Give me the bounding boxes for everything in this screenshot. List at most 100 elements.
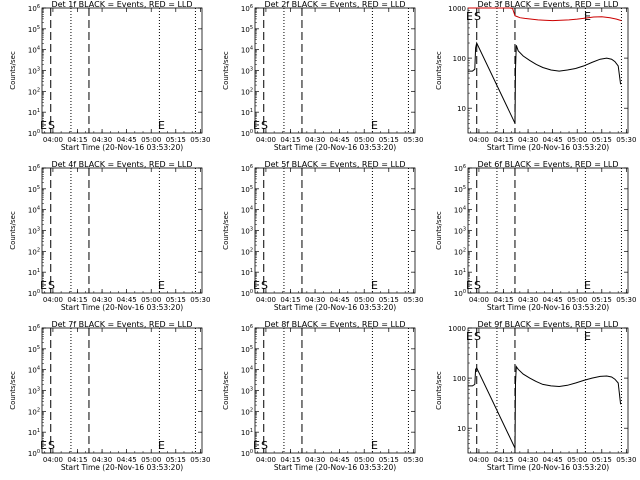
y-tick-label: 104 xyxy=(241,206,253,215)
x-tick-label: 05:30 xyxy=(190,456,210,464)
y-tick-label: 100 xyxy=(454,289,466,298)
y-tick-label: 105 xyxy=(28,345,40,354)
x-tick-label: 04:30 xyxy=(305,136,325,144)
y-tick-label: 102 xyxy=(241,407,253,416)
y-tick-label: 100 xyxy=(453,55,466,63)
x-tick-label: 05:15 xyxy=(379,456,399,464)
x-tick-label: 04:00 xyxy=(469,136,489,144)
x-tick-label: 04:30 xyxy=(305,456,325,464)
x-tick-label: 04:00 xyxy=(43,456,63,464)
start-marker-s: S xyxy=(261,439,268,452)
start-marker-s: S xyxy=(261,279,268,292)
plot-frame xyxy=(254,167,416,294)
x-tick-label: 05:15 xyxy=(379,136,399,144)
x-tick-label: 05:30 xyxy=(616,296,636,304)
y-tick-label: 106 xyxy=(28,164,40,173)
y-tick-label: 103 xyxy=(241,227,253,236)
x-tick-label: 04:15 xyxy=(67,296,87,304)
x-tick-label: 05:00 xyxy=(141,296,161,304)
chart-title: Det 3f BLACK = Events, RED = LLD xyxy=(477,0,618,9)
x-tick-label: 05:00 xyxy=(141,456,161,464)
plot-frame xyxy=(254,327,416,454)
y-axis-label: Counts/sec xyxy=(9,211,17,250)
start-marker-s: S xyxy=(474,330,481,343)
chart-panel-4: Det 4f BLACK = Events, RED = LLD 04:00 04:… xyxy=(9,160,210,312)
y-tick-label: 102 xyxy=(241,247,253,256)
y-tick-label: 10 xyxy=(457,105,466,113)
y-tick-label: 101 xyxy=(241,268,253,277)
start-marker-e: E xyxy=(466,279,473,292)
y-axis-label: Counts/sec xyxy=(435,371,443,410)
x-tick-label: 04:00 xyxy=(43,296,63,304)
chart-title: Det 7f BLACK = Events, RED = LLD xyxy=(51,320,192,329)
x-tick-label: 05:15 xyxy=(592,296,612,304)
x-tick-label: 04:30 xyxy=(518,136,538,144)
y-tick-label: 104 xyxy=(241,366,253,375)
x-tick-label: 04:45 xyxy=(330,136,350,144)
end-marker-e: E xyxy=(158,279,165,292)
x-tick-label: 05:00 xyxy=(354,296,374,304)
x-tick-label: 04:30 xyxy=(92,456,112,464)
y-tick-label: 104 xyxy=(28,46,40,55)
y-tick-label: 102 xyxy=(28,247,40,256)
plot-frame xyxy=(41,7,203,134)
plot-frame xyxy=(41,327,203,454)
start-marker-e: E xyxy=(253,279,260,292)
start-marker-e: E xyxy=(253,439,260,452)
y-tick-label: 106 xyxy=(454,164,466,173)
chart-title: Det 1f BLACK = Events, RED = LLD xyxy=(51,0,192,9)
chart-title: Det 8f BLACK = Events, RED = LLD xyxy=(264,320,405,329)
y-tick-label: 103 xyxy=(241,67,253,76)
y-tick-label: 10 xyxy=(457,425,466,433)
x-tick-label: 05:15 xyxy=(166,136,186,144)
y-tick-label: 101 xyxy=(28,428,40,437)
y-tick-label: 103 xyxy=(241,387,253,396)
x-tick-label: 05:00 xyxy=(567,296,587,304)
y-tick-label: 102 xyxy=(241,87,253,96)
start-marker-s: S xyxy=(48,439,55,452)
y-tick-label: 102 xyxy=(28,407,40,416)
end-marker-e: E xyxy=(584,279,591,292)
y-tick-label: 104 xyxy=(454,206,466,215)
y-tick-label: 100 xyxy=(28,289,40,298)
x-axis-label: Start Time (20-Nov-16 03:53:20) xyxy=(274,303,396,312)
x-tick-label: 05:30 xyxy=(403,296,423,304)
x-tick-label: 04:45 xyxy=(117,296,137,304)
y-tick-label: 101 xyxy=(454,268,466,277)
x-tick-label: 04:45 xyxy=(543,296,563,304)
y-tick-label: 101 xyxy=(241,108,253,117)
x-axis-label: Start Time (20-Nov-16 03:53:20) xyxy=(487,463,609,472)
x-tick-label: 05:15 xyxy=(592,136,612,144)
y-tick-label: 101 xyxy=(241,428,253,437)
y-axis-label: Counts/sec xyxy=(222,371,230,410)
x-tick-label: 05:15 xyxy=(592,456,612,464)
x-tick-label: 04:15 xyxy=(280,136,300,144)
y-tick-label: 1000 xyxy=(448,5,466,13)
end-marker-e: E xyxy=(584,10,591,23)
chart-title: Det 4f BLACK = Events, RED = LLD xyxy=(51,160,192,169)
x-tick-label: 04:30 xyxy=(518,456,538,464)
x-tick-label: 05:30 xyxy=(403,136,423,144)
x-tick-label: 05:30 xyxy=(403,456,423,464)
x-tick-label: 04:30 xyxy=(518,296,538,304)
x-tick-label: 04:45 xyxy=(117,136,137,144)
plot-frame xyxy=(467,7,629,134)
chart-title: Det 2f BLACK = Events, RED = LLD xyxy=(264,0,405,9)
start-marker-s: S xyxy=(48,279,55,292)
chart-panel-2: Det 2f BLACK = Events, RED = LLD 04:00 04:… xyxy=(222,0,423,152)
x-tick-label: 05:00 xyxy=(141,136,161,144)
x-tick-label: 04:00 xyxy=(256,456,276,464)
y-tick-label: 105 xyxy=(28,185,40,194)
x-tick-label: 04:15 xyxy=(280,296,300,304)
x-tick-label: 05:00 xyxy=(567,136,587,144)
end-marker-e: E xyxy=(158,119,165,132)
y-tick-label: 106 xyxy=(241,4,253,13)
y-tick-label: 104 xyxy=(241,46,253,55)
y-tick-label: 105 xyxy=(28,25,40,34)
chart-panel-5: Det 5f BLACK = Events, RED = LLD 04:00 04:… xyxy=(222,160,423,312)
y-tick-label: 106 xyxy=(28,4,40,13)
x-tick-label: 04:15 xyxy=(280,456,300,464)
start-marker-s: S xyxy=(474,10,481,23)
y-axis-label: Counts/sec xyxy=(435,211,443,250)
